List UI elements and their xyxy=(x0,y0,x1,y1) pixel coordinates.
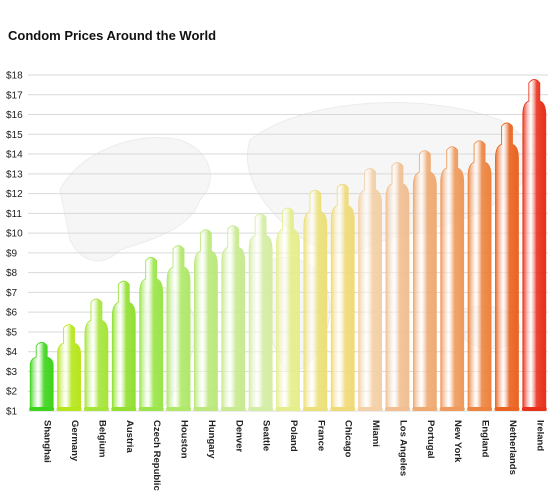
bar-rim xyxy=(29,407,55,411)
y-tick-label: $14 xyxy=(6,150,23,161)
x-tick-label: Hungary xyxy=(206,420,217,459)
y-tick-label: $2 xyxy=(6,387,18,398)
bar-rim xyxy=(494,407,520,411)
y-tick-label: $15 xyxy=(6,130,23,141)
bar xyxy=(412,150,437,409)
y-tick-label: $13 xyxy=(6,169,23,180)
bar xyxy=(303,189,328,409)
x-tick-label: Chicago xyxy=(343,420,354,458)
y-tick-label: $16 xyxy=(6,110,23,121)
y-tick-label: $18 xyxy=(6,71,23,82)
x-tick-label: Los Angeles xyxy=(397,420,408,476)
bar xyxy=(139,256,164,409)
y-tick-label: $7 xyxy=(6,288,18,299)
x-tick-label: Czech Republic xyxy=(151,420,162,491)
x-tick-label: Poland xyxy=(288,420,299,452)
bar-rim xyxy=(275,407,301,411)
bar-rim xyxy=(193,407,219,411)
x-tick-label: Seattle xyxy=(261,420,272,451)
bar-rim xyxy=(248,407,274,411)
bar-rim xyxy=(330,407,356,411)
bar xyxy=(276,207,300,409)
bar-rim xyxy=(138,407,164,411)
x-tick-label: Ireland xyxy=(534,420,545,451)
bar-rim xyxy=(56,407,82,411)
x-tick-label: Miami xyxy=(370,420,381,447)
bar-rim xyxy=(166,407,192,411)
bar-rim xyxy=(83,407,109,411)
y-tick-label: $1 xyxy=(6,407,18,418)
bar xyxy=(522,79,547,409)
bar-rim xyxy=(521,407,547,411)
bar xyxy=(467,140,492,409)
x-tick-label: Denver xyxy=(233,420,244,453)
y-tick-label: $11 xyxy=(6,209,22,220)
bar-rim xyxy=(412,407,438,411)
x-tick-label: Belgium xyxy=(96,420,107,457)
bar xyxy=(84,298,109,409)
x-tick-label: Shanghai xyxy=(42,420,53,463)
y-tick-label: $12 xyxy=(6,189,23,200)
y-tick-label: $9 xyxy=(6,248,18,259)
x-tick-label: Houston xyxy=(179,420,190,459)
y-tick-label: $10 xyxy=(6,229,23,240)
bar xyxy=(57,324,81,409)
bar-rim xyxy=(439,407,465,411)
bar-rim xyxy=(384,407,410,411)
y-tick-label: $8 xyxy=(6,268,18,279)
y-tick-label: $3 xyxy=(6,367,18,378)
bar xyxy=(166,245,191,409)
x-tick-label: Portugal xyxy=(425,420,436,459)
bar xyxy=(440,146,465,409)
chart-title: Condom Prices Around the World xyxy=(8,28,217,43)
x-tick-label: Austria xyxy=(124,420,135,453)
x-tick-label: New York xyxy=(452,420,463,463)
y-tick-label: $4 xyxy=(6,347,18,358)
x-tick-label: France xyxy=(315,420,326,451)
bar xyxy=(248,213,273,409)
x-tick-label: England xyxy=(480,420,491,458)
x-tick-label: Germany xyxy=(69,420,80,462)
bar-rim xyxy=(302,407,328,411)
bar-rim xyxy=(220,407,246,411)
bar-rim xyxy=(357,407,383,411)
y-tick-label: $6 xyxy=(6,308,18,319)
bar-rim xyxy=(111,407,137,411)
bar xyxy=(330,183,355,409)
bar xyxy=(29,341,54,409)
bar xyxy=(495,122,519,409)
bar xyxy=(358,167,383,409)
y-tick-label: $17 xyxy=(6,90,23,101)
bar xyxy=(193,229,218,409)
bar xyxy=(385,162,410,409)
bar xyxy=(111,280,136,409)
y-tick-label: $5 xyxy=(6,327,18,338)
bar xyxy=(221,225,246,409)
x-tick-label: Netherlands xyxy=(507,420,518,475)
bar-rim xyxy=(467,407,493,411)
